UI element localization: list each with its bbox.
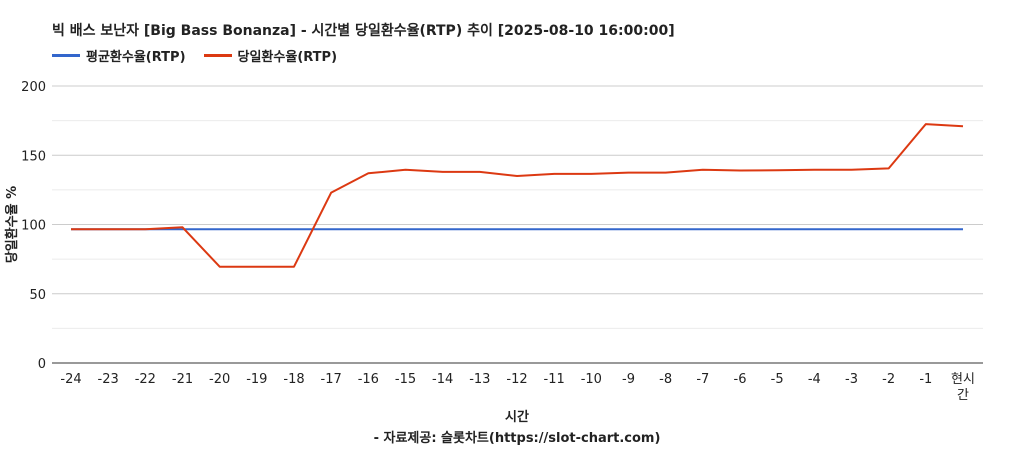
x-tick-label: -14 xyxy=(432,372,453,387)
legend-swatch-daily xyxy=(203,54,232,57)
x-tick-label: 현시 간 xyxy=(951,372,975,403)
x-tick-label: -22 xyxy=(135,372,156,387)
x-tick-label: -1 xyxy=(919,372,932,387)
x-tick-label: -21 xyxy=(172,372,193,387)
source-credit: - 자료제공: 슬롯차트(https://slot-chart.com) xyxy=(373,431,661,446)
x-tick-label: -11 xyxy=(544,372,565,387)
x-tick-label: -23 xyxy=(98,372,119,387)
legend-item-average-rtp[interactable]: 평균환수율(RTP) xyxy=(52,46,186,65)
x-tick-label: -5 xyxy=(771,372,784,387)
legend-item-daily-rtp[interactable]: 당일환수율(RTP) xyxy=(203,46,338,65)
x-axis-label: 시간 xyxy=(505,410,529,425)
x-tick-label: -12 xyxy=(506,372,527,387)
x-tick-label: -7 xyxy=(696,372,709,387)
x-tick-label: -15 xyxy=(395,372,416,387)
y-tick-label: 200 xyxy=(21,80,46,95)
x-tick-label: -16 xyxy=(358,372,379,387)
y-tick-label: 0 xyxy=(38,357,46,372)
x-tick-label: -9 xyxy=(622,372,635,387)
x-tick-label: -2 xyxy=(882,372,895,387)
x-tick-label: -24 xyxy=(60,372,81,387)
x-tick-label: -8 xyxy=(659,372,672,387)
x-tick-label: -18 xyxy=(283,372,304,387)
legend: 평균환수율(RTP) 당일환수율(RTP) xyxy=(52,46,337,65)
x-tick-label: -4 xyxy=(808,372,821,387)
x-tick-label: -3 xyxy=(845,372,858,387)
legend-swatch-average xyxy=(52,54,80,57)
x-tick-label: -17 xyxy=(321,372,342,387)
x-tick-label: -13 xyxy=(469,372,490,387)
x-tick-label: -19 xyxy=(246,372,267,387)
chart-title: 빅 배스 보난자 [Big Bass Bonanza] - 시간별 당일환수율(… xyxy=(52,23,675,39)
y-tick-label: 100 xyxy=(21,219,46,234)
x-tick-label: -10 xyxy=(581,372,602,387)
x-tick-label: -20 xyxy=(209,372,230,387)
legend-label-average: 평균환수율(RTP) xyxy=(86,50,186,65)
y-tick-label: 50 xyxy=(29,288,46,303)
legend-label-daily: 당일환수율(RTP) xyxy=(237,50,338,65)
series-line-daily-rtp xyxy=(71,123,964,268)
y-tick-label: 150 xyxy=(21,149,46,164)
y-axis-label: 당일환수율 % xyxy=(4,186,20,263)
x-tick-label: -6 xyxy=(734,372,747,387)
